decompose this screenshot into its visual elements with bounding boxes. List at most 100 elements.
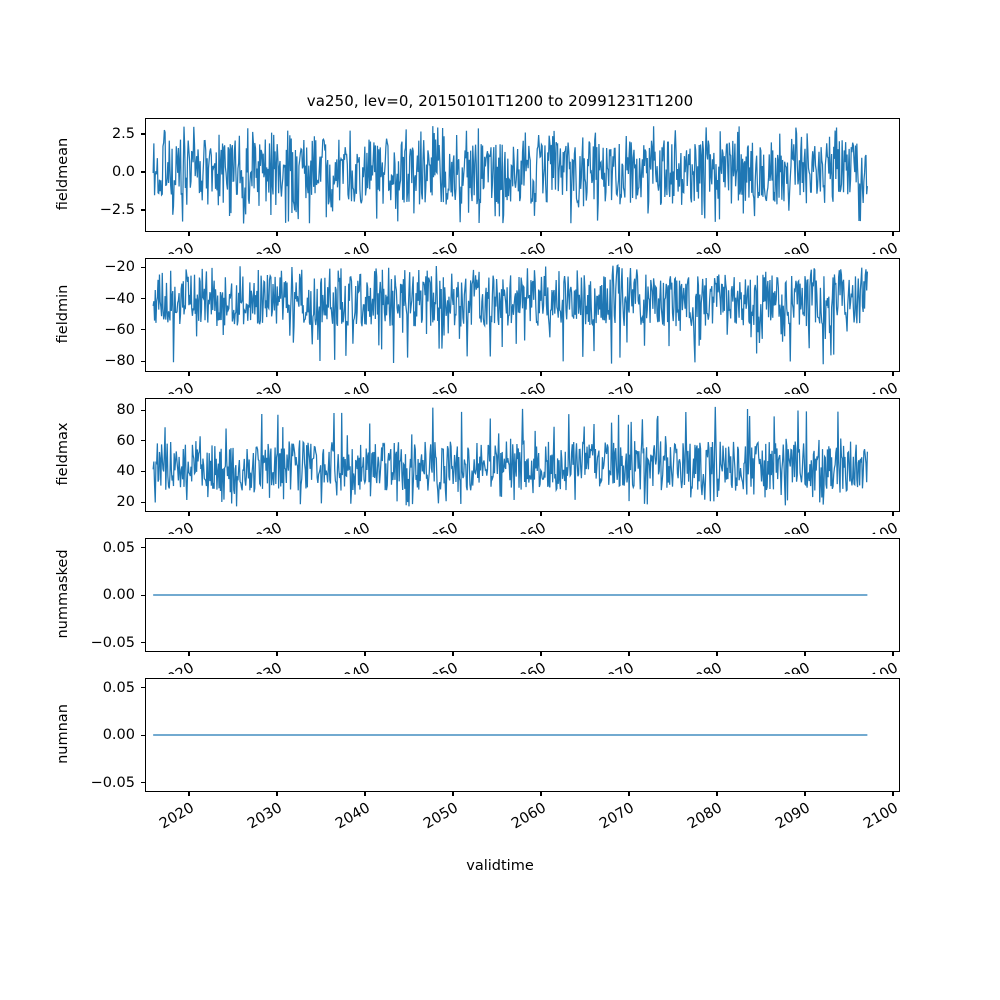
y-tick-label: −0.05 xyxy=(90,634,135,651)
x-tick-label: 2080 xyxy=(630,660,725,674)
x-tick-mark xyxy=(628,232,630,236)
data-line xyxy=(153,265,867,364)
y-tick-label: −60 xyxy=(104,321,135,338)
y-tick-label: 0.00 xyxy=(102,727,135,743)
x-tick-label: 2030 xyxy=(190,240,285,254)
x-tick-label: 2050 xyxy=(421,800,461,833)
x-tick-mark xyxy=(188,792,190,796)
x-tick-label: 2040 xyxy=(333,800,373,833)
x-tick-mark xyxy=(452,652,454,656)
x-tick-mark xyxy=(188,232,190,236)
x-tick-label: 2100 xyxy=(806,520,900,534)
y-tick-label: 80 xyxy=(116,402,135,419)
x-tick-label: 2020 xyxy=(145,520,197,534)
y-tick-mark xyxy=(141,409,145,411)
x-tick-mark xyxy=(276,792,278,796)
x-tick-label: 2040 xyxy=(278,380,373,394)
y-tick-label: 20 xyxy=(116,494,135,511)
x-tick-mark xyxy=(452,512,454,516)
y-axis-label-numnan: numnan xyxy=(55,704,71,764)
y-tick-mark xyxy=(141,440,145,442)
y-tick-label: 60 xyxy=(116,432,135,449)
y-tick-label: −2.5 xyxy=(99,201,135,218)
x-tick-mark xyxy=(452,232,454,236)
x-tick-mark xyxy=(804,792,806,796)
x-tick-mark xyxy=(276,372,278,376)
x-tick-label: 2050 xyxy=(366,520,461,534)
y-tick-label: −80 xyxy=(104,353,135,370)
y-tick-mark xyxy=(141,547,145,549)
y-tick-mark xyxy=(141,470,145,473)
y-tick-mark xyxy=(141,266,145,268)
x-tick-mark xyxy=(716,512,718,516)
subplot-frame xyxy=(145,678,900,792)
y-tick-label: −20 xyxy=(104,259,135,276)
x-tick-mark xyxy=(628,372,630,376)
x-tick-mark xyxy=(628,652,630,656)
x-tick-label: 2040 xyxy=(278,240,373,254)
x-tick-label: 2020 xyxy=(145,240,197,254)
x-tick-mark xyxy=(892,512,894,516)
x-tick-label: 2030 xyxy=(190,660,285,674)
x-tick-label: 2060 xyxy=(454,660,549,674)
x-tick-label: 2050 xyxy=(366,380,461,394)
x-tick-mark xyxy=(364,512,366,516)
y-axis-label-fieldmax: fieldmax xyxy=(55,422,71,486)
x-tick-label: 2040 xyxy=(278,520,373,534)
x-tick-mark xyxy=(716,792,718,796)
x-tick-mark xyxy=(540,652,542,656)
y-tick-label: 2.5 xyxy=(111,125,135,142)
x-tick-mark xyxy=(188,372,190,376)
x-tick-label: 2100 xyxy=(860,800,900,833)
x-tick-mark xyxy=(364,792,366,796)
subplot-frame xyxy=(145,538,900,652)
x-tick-label: 2080 xyxy=(630,380,725,394)
y-axis-label-fieldmin: fieldmin xyxy=(55,284,71,344)
x-tick-label: 2030 xyxy=(245,800,285,833)
subplot-nummasked: 0.050.00−0.05nummasked202020302040205020… xyxy=(55,538,900,674)
x-tick-label: 2100 xyxy=(806,240,900,254)
y-tick-label: −40 xyxy=(104,290,135,307)
y-tick-mark xyxy=(141,329,145,331)
y-tick-mark xyxy=(141,642,145,644)
x-tick-mark xyxy=(628,512,630,516)
x-tick-label: 2090 xyxy=(718,660,813,674)
x-tick-mark xyxy=(804,512,806,516)
x-tick-mark xyxy=(892,372,894,376)
x-tick-label: 2070 xyxy=(542,380,637,394)
x-tick-mark xyxy=(364,372,366,376)
x-tick-mark xyxy=(716,232,718,236)
x-tick-mark xyxy=(276,512,278,516)
y-tick-label: 0.05 xyxy=(102,539,135,556)
y-tick-mark xyxy=(141,209,145,211)
x-tick-label: 2100 xyxy=(806,660,900,674)
y-tick-mark xyxy=(141,133,145,135)
data-line xyxy=(153,407,867,507)
y-tick-mark xyxy=(141,687,145,689)
x-tick-label: 2070 xyxy=(597,800,637,833)
series-nummasked xyxy=(146,539,899,651)
y-tick-label: 40 xyxy=(116,463,135,480)
x-tick-label: 2070 xyxy=(542,520,637,534)
y-tick-mark xyxy=(141,782,145,784)
x-tick-mark xyxy=(452,792,454,796)
x-tick-mark xyxy=(892,792,894,796)
x-tick-label: 2080 xyxy=(630,520,725,534)
x-tick-mark xyxy=(716,372,718,376)
x-tick-label: 2090 xyxy=(718,520,813,534)
figure-title: va250, lev=0, 20150101T1200 to 20991231T… xyxy=(306,92,694,110)
x-tick-mark xyxy=(276,652,278,656)
x-tick-label: 2040 xyxy=(278,660,373,674)
x-tick-label: 2020 xyxy=(157,800,197,833)
x-tick-label: 2080 xyxy=(685,800,725,833)
x-tick-mark xyxy=(540,512,542,516)
x-tick-mark xyxy=(540,792,542,796)
y-axis-label-fieldmean: fieldmean xyxy=(55,137,71,211)
series-fieldmean xyxy=(146,119,899,231)
x-tick-label: 2060 xyxy=(454,520,549,534)
